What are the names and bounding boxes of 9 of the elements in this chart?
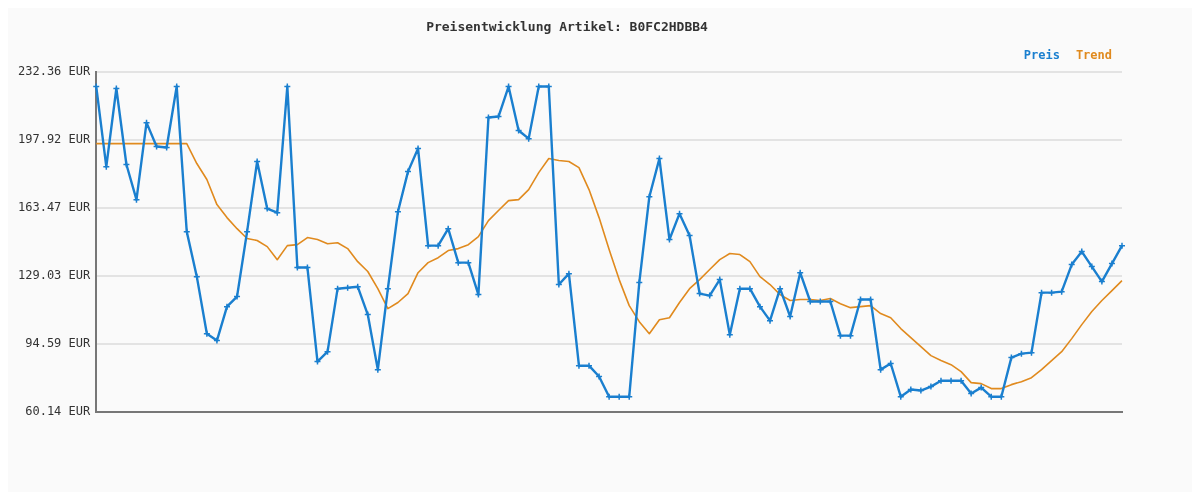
y-tick-label: 232.36 EUR [18, 63, 92, 78]
y-tick-label: 94.59 EUR [25, 335, 92, 350]
y-tick-label: 197.92 EUR [18, 131, 92, 146]
text: Trend [1075, 47, 1112, 62]
text: Preis [1023, 47, 1060, 62]
y-tick-label: 129.03 EUR [18, 267, 92, 282]
y-tick-label: 163.47 EUR [18, 199, 92, 214]
chart-title: Preisentwicklung Artikel: B0FC2HDBB4 [426, 19, 709, 35]
y-tick-label: 60.14 EUR [25, 403, 92, 418]
